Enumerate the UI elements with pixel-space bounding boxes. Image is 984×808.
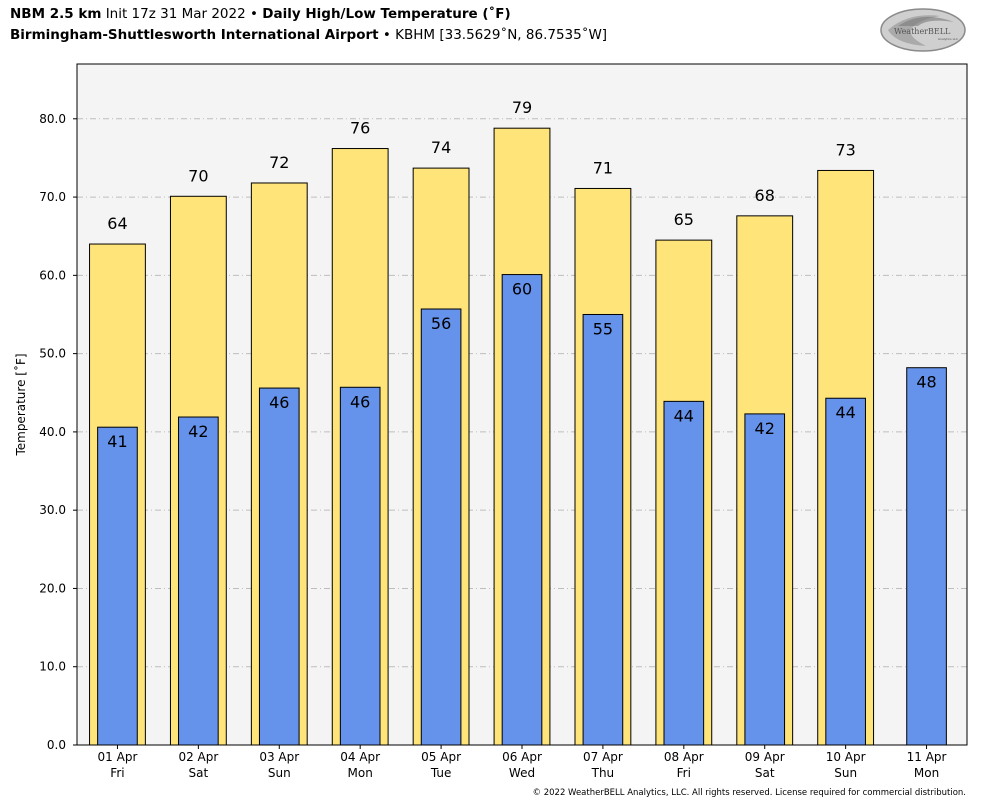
y-tick-label: 10.0 [39,660,66,674]
high-value-label: 65 [674,210,694,229]
x-tick-label-date: 06 Apr [502,750,542,764]
chart-title-line: NBM 2.5 km Init 17z 31 Mar 2022 • Daily … [10,6,511,22]
low-bar [663,400,705,746]
x-tick-label-date: 04 Apr [340,750,380,764]
y-tick-label: 40.0 [39,425,66,439]
x-tick-label-day: Wed [509,766,535,780]
low-bar [258,387,300,746]
low-value-label: 46 [269,393,289,412]
x-tick-label-date: 05 Apr [421,750,461,764]
high-value-label: 76 [350,119,370,138]
x-tick-label-day: Mon [914,766,939,780]
low-value-label: 46 [350,392,370,411]
x-tick-label-day: Sun [834,766,857,780]
low-value-label: 41 [107,432,127,451]
low-bar [178,416,219,746]
station-name: Birmingham-Shuttlesworth International A… [10,27,379,43]
x-tick-label-day: Thu [591,766,615,780]
low-value-label: 42 [755,419,775,438]
low-value-label: 56 [431,314,451,333]
y-tick-label: 70.0 [39,190,66,204]
x-tick-label-day: Tue [430,766,452,780]
title-bullet: • [250,6,258,22]
low-bar [825,397,866,746]
low-bar [582,313,624,746]
high-value-label: 64 [107,214,127,233]
x-tick-label-day: Fri [110,766,124,780]
low-bar [906,367,947,746]
high-value-label: 71 [593,158,613,177]
init-time: Init 17z 31 Mar 2022 [105,6,246,22]
x-tick-label-date: 02 Apr [178,750,218,764]
y-tick-label: 80.0 [39,112,66,126]
y-tick-label: 30.0 [39,503,66,517]
model-name: NBM 2.5 km [10,6,102,22]
weatherbell-logo: WeatherBELL Analytics LLC [880,8,966,52]
low-value-label: 42 [188,422,208,441]
high-value-label: 74 [431,138,451,157]
low-bar [744,413,786,746]
y-tick-label: 60.0 [39,268,66,282]
logo-subtext: Analytics LLC [938,37,958,41]
low-value-label: 60 [512,280,532,299]
bars [89,127,947,746]
low-bar [501,274,543,746]
high-value-label: 72 [269,153,289,172]
high-value-label: 68 [755,186,775,205]
station-line: Birmingham-Shuttlesworth International A… [10,27,607,43]
station-bullet: • [382,27,391,43]
low-bar [339,386,381,746]
station-code: KBHM [33.5629˚N, 86.7535˚W] [395,27,608,43]
x-tick-label-date: 03 Apr [259,750,299,764]
x-tick-label-day: Sat [755,766,775,780]
x-tick-label-day: Mon [348,766,373,780]
x-tick-label-date: 01 Apr [98,750,138,764]
low-value-label: 48 [916,373,936,392]
x-tick-label-day: Sun [268,766,291,780]
x-tick-label-date: 11 Apr [907,750,947,764]
x-tick-label-date: 08 Apr [664,750,704,764]
copyright-notice: © 2022 WeatherBELL Analytics, LLC. All r… [532,788,966,798]
low-value-label: 44 [835,403,855,422]
logo-text: WeatherBELL [894,27,951,36]
high-value-label: 79 [512,98,532,117]
low-value-label: 55 [593,319,613,338]
low-value-label: 44 [674,406,694,425]
x-tick-label-date: 10 Apr [826,750,866,764]
high-value-label: 73 [835,140,855,159]
y-tick-label: 20.0 [39,581,66,595]
x-tick-label-date: 09 Apr [745,750,785,764]
x-tick-label-day: Sat [189,766,209,780]
x-tick-label-date: 07 Apr [583,750,623,764]
axes: 0.0 10.0 20.0 30.0 40.0 50.0 60.0 70.0 80.0 01 Ap… [39,112,946,780]
y-axis-label: Temperature [˚F] [13,353,28,456]
x-tick-label-day: Fri [677,766,691,780]
y-tick-label: 50.0 [39,347,66,361]
data-labels: 64 41 70 42 72 46 76 46 74 56 79 60 71 55 65 44 68 42 73 44… [107,98,936,451]
y-tick-label: 0.0 [47,738,66,752]
high-value-label: 70 [188,166,208,185]
low-bar [97,426,138,746]
low-bar [420,308,462,746]
chart-title: Daily High/Low Temperature (˚F) [262,6,511,22]
